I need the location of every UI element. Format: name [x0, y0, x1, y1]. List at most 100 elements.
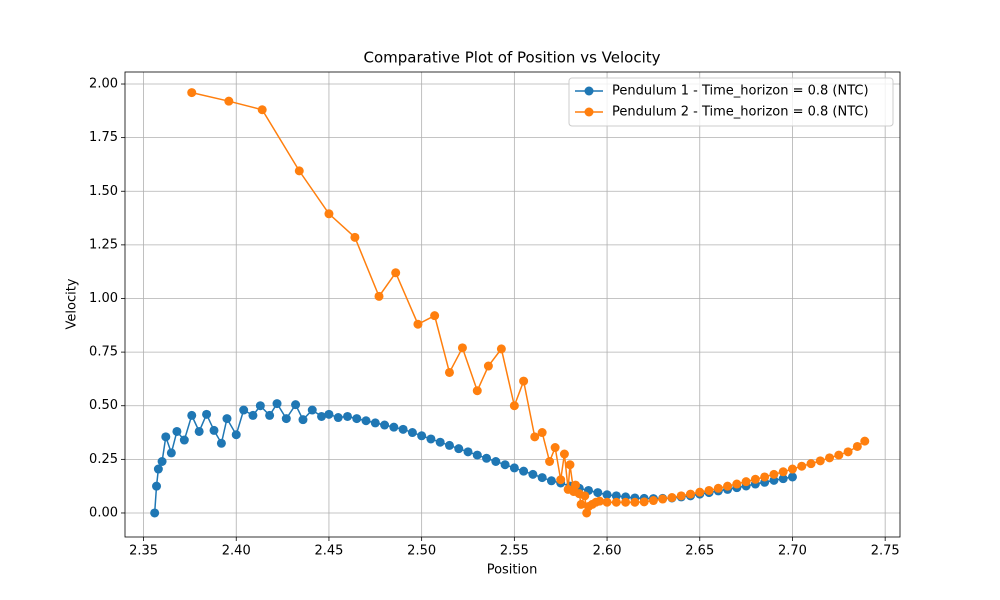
- legend-label: Pendulum 1 - Time_horizon = 0.8 (NTC): [612, 84, 869, 99]
- data-point: [787, 464, 797, 474]
- data-point: [658, 494, 668, 504]
- data-point: [550, 443, 560, 453]
- data-point: [265, 410, 275, 420]
- data-point: [571, 480, 581, 490]
- y-tick-label: 1.50: [89, 184, 118, 199]
- data-point: [483, 361, 493, 371]
- data-point: [621, 497, 631, 507]
- data-point: [778, 474, 788, 484]
- y-tick-label: 1.75: [89, 130, 118, 145]
- data-point: [519, 466, 529, 476]
- data-point: [713, 483, 723, 493]
- data-point: [324, 209, 334, 219]
- data-point: [860, 436, 870, 446]
- y-tick-label: 0.75: [89, 345, 118, 360]
- data-point: [374, 291, 384, 301]
- data-point: [202, 409, 212, 419]
- x-tick-label: 2.60: [593, 544, 622, 559]
- data-point: [491, 457, 501, 467]
- series-line: [191, 91, 866, 514]
- x-tick-label: 2.65: [685, 544, 714, 559]
- data-point: [389, 422, 399, 432]
- legend-label: Pendulum 2 - Time_horizon = 0.8 (NTC): [612, 105, 869, 120]
- data-point: [667, 493, 677, 503]
- data-point: [519, 376, 529, 386]
- data-point: [593, 488, 603, 498]
- data-point: [704, 485, 714, 495]
- x-tick-label: 2.35: [129, 544, 158, 559]
- data-point: [342, 411, 352, 421]
- data-point: [565, 460, 575, 470]
- data-point: [398, 424, 408, 434]
- data-point: [509, 463, 519, 473]
- data-point: [157, 457, 167, 467]
- data-point: [209, 425, 219, 435]
- data-point: [361, 416, 371, 426]
- data-point: [216, 438, 226, 448]
- data-point: [509, 401, 519, 411]
- data-point: [530, 432, 540, 442]
- legend-box: [568, 77, 894, 127]
- data-point: [222, 414, 232, 424]
- data-point: [602, 490, 612, 500]
- data-point: [150, 508, 160, 518]
- data-point: [559, 449, 569, 459]
- data-point: [602, 497, 612, 507]
- data-point: [194, 426, 204, 436]
- data-point: [324, 409, 334, 419]
- data-point: [435, 437, 445, 447]
- data-point: [580, 491, 590, 501]
- y-tick-label: 1.25: [89, 237, 118, 252]
- data-point: [676, 491, 686, 501]
- data-point: [291, 400, 301, 410]
- data-point: [172, 426, 182, 436]
- data-point: [413, 319, 423, 329]
- data-point: [611, 491, 621, 501]
- data-point: [426, 434, 436, 444]
- data-point: [298, 415, 308, 425]
- data-point: [166, 448, 176, 458]
- data-point: [472, 450, 482, 460]
- data-point: [648, 496, 658, 506]
- data-point: [750, 474, 760, 484]
- data-point: [639, 497, 649, 507]
- data-point: [546, 476, 556, 486]
- data-point: [187, 88, 197, 98]
- data-point: [528, 469, 538, 479]
- data-point: [463, 447, 473, 457]
- data-point: [352, 414, 362, 424]
- y-tick-label: 0.00: [89, 505, 118, 520]
- data-point: [769, 469, 779, 479]
- plot-frame: [124, 71, 901, 538]
- data-point: [496, 344, 506, 354]
- data-point: [317, 411, 327, 421]
- data-point: [723, 481, 733, 491]
- x-tick-label: 2.45: [314, 544, 343, 559]
- x-tick-label: 2.50: [407, 544, 436, 559]
- data-point: [630, 497, 640, 507]
- y-axis-label: Velocity: [65, 278, 80, 329]
- data-point: [231, 430, 241, 440]
- data-point: [454, 444, 464, 454]
- data-point: [444, 367, 454, 377]
- data-point: [457, 343, 467, 353]
- legend-marker: [584, 107, 594, 117]
- data-point: [500, 460, 510, 470]
- data-point: [815, 456, 825, 466]
- data-point: [843, 447, 853, 457]
- data-point: [695, 487, 705, 497]
- data-point: [224, 96, 234, 106]
- data-point: [430, 311, 440, 321]
- data-point: [407, 428, 417, 438]
- data-point: [852, 441, 862, 451]
- data-point: [444, 440, 454, 450]
- x-tick-label: 2.75: [871, 544, 900, 559]
- y-tick-label: 2.00: [89, 77, 118, 92]
- y-tick-label: 0.25: [89, 452, 118, 467]
- data-point: [333, 413, 343, 423]
- data-point: [685, 489, 695, 499]
- chart-title: Comparative Plot of Position vs Velocity: [364, 49, 661, 67]
- data-point: [370, 418, 380, 428]
- x-tick-label: 2.55: [500, 544, 529, 559]
